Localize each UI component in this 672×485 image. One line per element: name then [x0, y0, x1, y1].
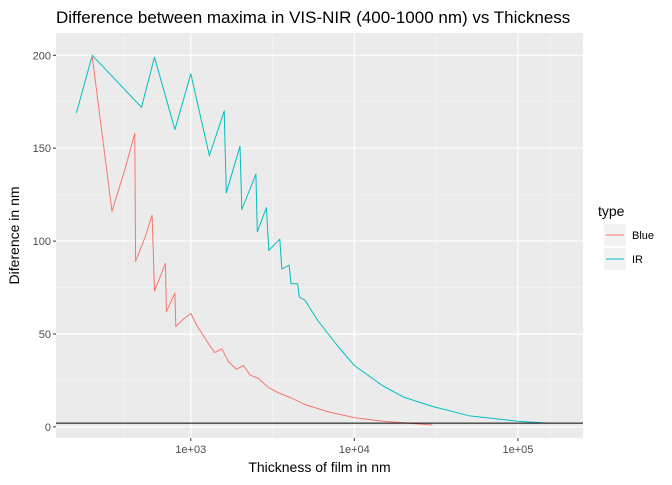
y-axis-title: Diference in nm [6, 186, 22, 284]
x-tick-label: 1e+04 [339, 444, 370, 456]
y-tick-label: 0 [45, 422, 51, 434]
x-tick-label: 1e+05 [502, 444, 533, 456]
y-axis: 0 50 100 150 200 [33, 50, 56, 434]
minor-grid [56, 33, 583, 438]
legend-title: type [598, 203, 625, 219]
series-layer [56, 54, 583, 426]
y-tick-label: 100 [33, 236, 51, 248]
legend: type Blue IR [598, 203, 654, 270]
y-tick-label: 150 [33, 143, 51, 155]
x-axis-title: Thickness of film in nm [248, 459, 390, 475]
plot-panel [56, 33, 583, 438]
legend-label-ir: IR [632, 254, 643, 266]
chart-title: Difference between maxima in VIS-NIR (40… [56, 8, 570, 27]
series-line-blue [91, 57, 433, 426]
y-tick-label: 200 [33, 50, 51, 62]
legend-label-blue: Blue [632, 230, 654, 242]
x-tick-label: 1e+03 [175, 444, 206, 456]
x-axis: 1e+03 1e+04 1e+05 [175, 438, 533, 456]
y-tick-label: 50 [39, 329, 51, 341]
series-line-ir [75, 54, 547, 424]
